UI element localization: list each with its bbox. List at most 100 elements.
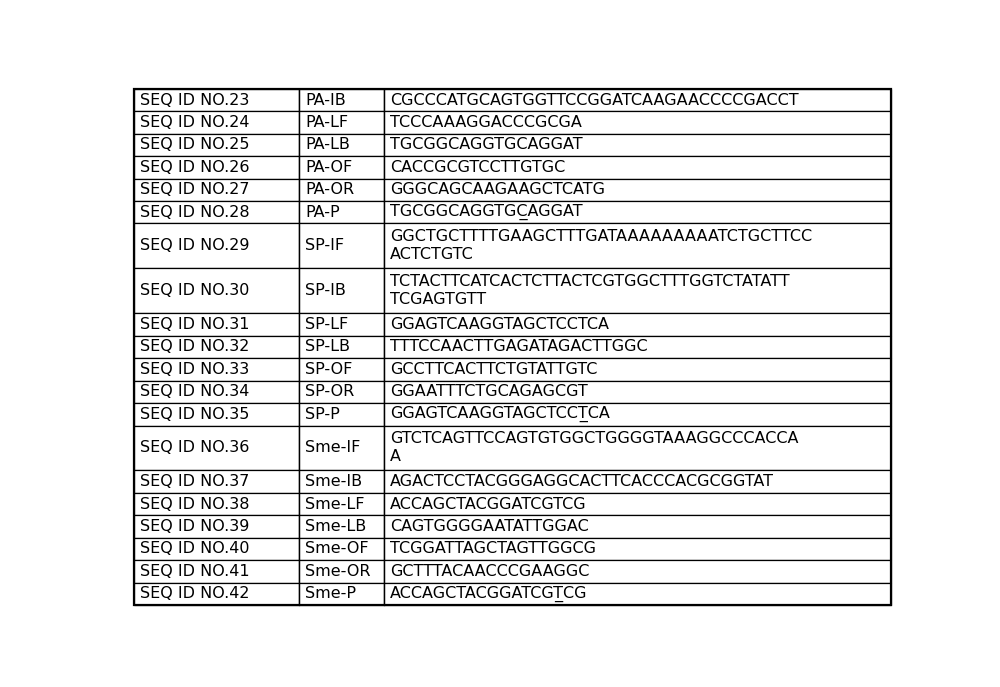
Bar: [384, 111, 891, 134]
Text: GCCTTCACTTCTGTATTGTC: GCCTTCACTTCTGTATTGTC: [390, 362, 597, 377]
Text: TTTCCAACTTGAGATAGACTTGGC: TTTCCAACTTGAGATAGACTTGGC: [390, 339, 648, 354]
Text: TCGGATTAGCTAGTTGGCG: TCGGATTAGCTAGTTGGCG: [390, 541, 596, 556]
Bar: [134, 134, 299, 156]
Text: Sme-OF: Sme-OF: [305, 541, 369, 556]
Text: GGAGTCAAGGTAGCTCCTCA: GGAGTCAAGGTAGCTCCTCA: [390, 317, 609, 332]
Text: GCTTTACAACCCGAAGGC: GCTTTACAACCCGAAGGC: [390, 564, 589, 579]
Bar: [384, 381, 891, 403]
Text: ACCAGCTACGGATCGTCG: ACCAGCTACGGATCGTCG: [390, 497, 587, 512]
Bar: [134, 156, 299, 179]
Text: AGACTCCTACGGGAGGCACTTCACCCACGCGGTAT: AGACTCCTACGGGAGGCACTTCACCCACGCGGTAT: [390, 474, 774, 489]
Bar: [384, 223, 891, 269]
Text: ACTCTGTC: ACTCTGTC: [390, 247, 474, 262]
Text: SEQ ID NO.32: SEQ ID NO.32: [140, 339, 250, 354]
Bar: [299, 381, 384, 403]
Bar: [384, 515, 891, 538]
Bar: [384, 313, 891, 336]
Text: SEQ ID NO.23: SEQ ID NO.23: [140, 93, 250, 107]
Text: SEQ ID NO.42: SEQ ID NO.42: [140, 587, 250, 601]
Text: CGCCCATGCAGTGGTTCCGGATCAAGAACCCCGACCT: CGCCCATGCAGTGGTTCCGGATCAAGAACCCCGACCT: [390, 93, 799, 107]
Bar: [134, 89, 299, 111]
Text: TCTACTTCATCACTCTTACTCGTGGCTTTGGTCTATATT: TCTACTTCATCACTCTTACTCGTGGCTTTGGTCTATATT: [390, 274, 790, 289]
Bar: [134, 201, 299, 223]
Bar: [384, 560, 891, 583]
Text: SEQ ID NO.35: SEQ ID NO.35: [140, 407, 250, 422]
Text: GGCTGCTTTTGAAGCTTTGATAAAAAAAAATCTGCTTCC: GGCTGCTTTTGAAGCTTTGATAAAAAAAAATCTGCTTCC: [390, 229, 812, 245]
Text: TGCGGCAGGTGC̲AGGAT: TGCGGCAGGTGC̲AGGAT: [390, 204, 583, 221]
Bar: [299, 223, 384, 269]
Text: PA-LB: PA-LB: [305, 137, 350, 153]
Bar: [384, 471, 891, 493]
Text: Sme-LF: Sme-LF: [305, 497, 365, 512]
Text: Sme-IB: Sme-IB: [305, 474, 363, 489]
Text: SEQ ID NO.28: SEQ ID NO.28: [140, 205, 250, 220]
Bar: [384, 336, 891, 358]
Bar: [299, 156, 384, 179]
Bar: [384, 425, 891, 471]
Bar: [299, 471, 384, 493]
Text: TCGAGTGTT: TCGAGTGTT: [390, 292, 486, 307]
Bar: [134, 471, 299, 493]
Bar: [134, 538, 299, 560]
Text: Sme-LB: Sme-LB: [305, 519, 367, 534]
Bar: [134, 493, 299, 515]
Text: SP-IB: SP-IB: [305, 283, 346, 298]
Text: GGAATTTCTGCAGAGCGT: GGAATTTCTGCAGAGCGT: [390, 384, 588, 399]
Text: PA-OF: PA-OF: [305, 160, 353, 175]
Bar: [134, 223, 299, 269]
Text: SEQ ID NO.31: SEQ ID NO.31: [140, 317, 250, 332]
Bar: [299, 134, 384, 156]
Bar: [299, 425, 384, 471]
Text: ACCAGCTACGGATCGT̲CG: ACCAGCTACGGATCGT̲CG: [390, 586, 588, 602]
Bar: [384, 201, 891, 223]
Bar: [134, 381, 299, 403]
Bar: [384, 403, 891, 425]
Bar: [384, 538, 891, 560]
Bar: [299, 583, 384, 605]
Text: SEQ ID NO.38: SEQ ID NO.38: [140, 497, 250, 512]
Bar: [299, 515, 384, 538]
Bar: [384, 269, 891, 313]
Bar: [134, 560, 299, 583]
Bar: [299, 560, 384, 583]
Bar: [134, 425, 299, 471]
Text: GGAGTCAAGGTAGCTCCT̲CA: GGAGTCAAGGTAGCTCCT̲CA: [390, 406, 610, 423]
Bar: [299, 179, 384, 201]
Bar: [134, 313, 299, 336]
Text: SEQ ID NO.25: SEQ ID NO.25: [140, 137, 250, 153]
Text: PA-P: PA-P: [305, 205, 340, 220]
Bar: [134, 358, 299, 381]
Text: SP-OR: SP-OR: [305, 384, 355, 399]
Bar: [384, 156, 891, 179]
Bar: [384, 493, 891, 515]
Text: Sme-IF: Sme-IF: [305, 440, 361, 455]
Text: GGGCAGCAAGAAGCTCATG: GGGCAGCAAGAAGCTCATG: [390, 182, 605, 197]
Bar: [299, 538, 384, 560]
Bar: [299, 201, 384, 223]
Bar: [299, 111, 384, 134]
Text: CACCGCGTCCTTGTGC: CACCGCGTCCTTGTGC: [390, 160, 565, 175]
Bar: [384, 134, 891, 156]
Bar: [299, 89, 384, 111]
Text: A: A: [390, 449, 401, 464]
Text: TCCCAAAGGACCCGCGA: TCCCAAAGGACCCGCGA: [390, 115, 582, 130]
Bar: [384, 583, 891, 605]
Text: SEQ ID NO.39: SEQ ID NO.39: [140, 519, 250, 534]
Bar: [299, 269, 384, 313]
Bar: [299, 403, 384, 425]
Bar: [299, 493, 384, 515]
Text: PA-LF: PA-LF: [305, 115, 349, 130]
Text: SEQ ID NO.27: SEQ ID NO.27: [140, 182, 250, 197]
Text: SP-LF: SP-LF: [305, 317, 349, 332]
Bar: [134, 336, 299, 358]
Bar: [134, 583, 299, 605]
Text: SEQ ID NO.40: SEQ ID NO.40: [140, 541, 250, 556]
Text: SEQ ID NO.30: SEQ ID NO.30: [140, 283, 250, 298]
Bar: [299, 358, 384, 381]
Bar: [299, 313, 384, 336]
Text: PA-IB: PA-IB: [305, 93, 346, 107]
Text: SEQ ID NO.36: SEQ ID NO.36: [140, 440, 250, 455]
Text: SEQ ID NO.26: SEQ ID NO.26: [140, 160, 250, 175]
Text: TGCGGCAGGTGCAGGAT: TGCGGCAGGTGCAGGAT: [390, 137, 583, 153]
Text: Sme-P: Sme-P: [305, 587, 356, 601]
